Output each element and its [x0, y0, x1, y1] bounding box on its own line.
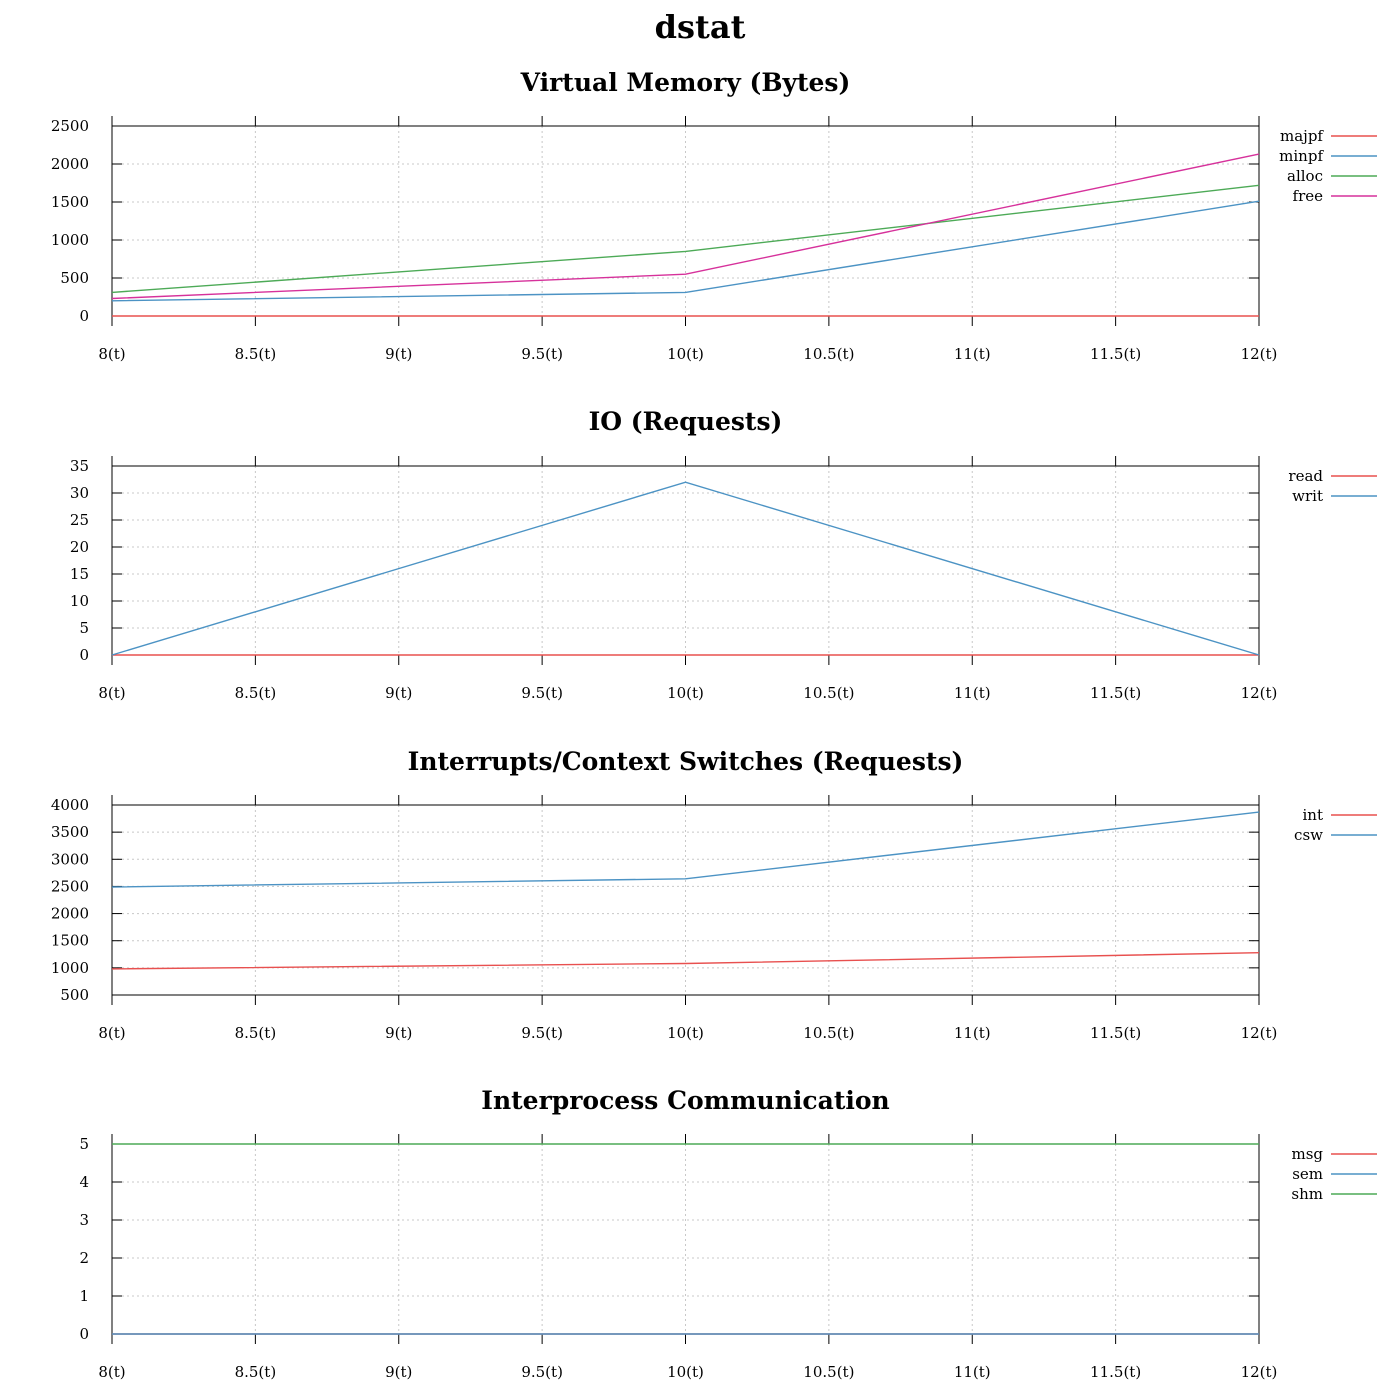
panel-title: Interrupts/Context Switches (Requests) — [408, 747, 964, 776]
series-line-csw — [111, 811, 1260, 888]
y-tick-label: 35 — [70, 457, 89, 475]
x-tick-label: 9.5(t) — [521, 684, 563, 702]
x-tick-label: 12(t) — [1241, 1363, 1278, 1381]
y-tick-label: 0 — [79, 646, 89, 664]
panel-2: IO (Requests) 8(t) 8.5(t) 9(t) 9.5(t) 10(t) 10… — [70, 407, 1377, 702]
legend-label-read: read — [1288, 467, 1323, 485]
legend-label-majpf: majpf — [1280, 127, 1324, 145]
x-tick-label: 8(t) — [98, 1024, 125, 1042]
y-tick-label: 2000 — [51, 905, 89, 923]
y-tick-label: 3500 — [51, 823, 89, 841]
y-tick-label: 3000 — [51, 850, 89, 868]
y-tick-label: 1500 — [51, 932, 89, 950]
x-tick-label: 11.5(t) — [1090, 1024, 1141, 1042]
x-tick-label: 9.5(t) — [521, 345, 563, 363]
x-tick-label: 12(t) — [1241, 345, 1278, 363]
x-tick-label: 8.5(t) — [235, 345, 277, 363]
legend-label-writ: writ — [1292, 487, 1323, 505]
x-tick-label: 11(t) — [954, 345, 991, 363]
panel-title: Virtual Memory (Bytes) — [520, 68, 851, 97]
x-tick-label: 10.5(t) — [803, 1024, 854, 1042]
x-tick-label: 10.5(t) — [803, 684, 854, 702]
legend-label-minpf: minpf — [1279, 147, 1324, 165]
x-tick-label: 10(t) — [667, 1363, 704, 1381]
x-tick-label: 8.5(t) — [235, 1363, 277, 1381]
legend-label-msg: msg — [1291, 1145, 1323, 1163]
series-line-minpf — [111, 200, 1260, 302]
x-tick-label: 10(t) — [667, 345, 704, 363]
y-tick-label: 15 — [70, 565, 89, 583]
x-tick-label: 9(t) — [385, 1024, 412, 1042]
x-tick-label: 11.5(t) — [1090, 1363, 1141, 1381]
y-tick-label: 30 — [70, 484, 89, 502]
x-tick-label: 11(t) — [954, 684, 991, 702]
x-tick-label: 11(t) — [954, 1363, 991, 1381]
legend-label-csw: csw — [1294, 826, 1323, 844]
x-tick-label: 9(t) — [385, 345, 412, 363]
y-tick-label: 5 — [79, 619, 89, 637]
panel-title: Interprocess Communication — [481, 1086, 889, 1115]
y-tick-label: 1000 — [51, 959, 89, 977]
panel-title: IO (Requests) — [589, 407, 783, 436]
x-tick-label: 9.5(t) — [521, 1363, 563, 1381]
y-tick-label: 1 — [79, 1287, 89, 1305]
x-tick-label: 10(t) — [667, 1024, 704, 1042]
y-tick-label: 20 — [70, 538, 89, 556]
series-line-free — [111, 153, 1260, 300]
x-tick-label: 12(t) — [1241, 684, 1278, 702]
x-tick-label: 11.5(t) — [1090, 684, 1141, 702]
x-tick-label: 8.5(t) — [235, 684, 277, 702]
figure-title: dstat — [655, 8, 746, 46]
x-tick-label: 8.5(t) — [235, 1024, 277, 1042]
panel-1: Virtual Memory (Bytes) 8(t) 8.5(t) 9(t) 9.5(… — [51, 68, 1377, 363]
x-tick-label: 12(t) — [1241, 1024, 1278, 1042]
legend-label-shm: shm — [1291, 1185, 1323, 1203]
x-tick-label: 8(t) — [98, 684, 125, 702]
y-tick-label: 2500 — [51, 877, 89, 895]
legend-label-alloc: alloc — [1287, 167, 1323, 185]
x-tick-label: 8(t) — [98, 345, 125, 363]
y-tick-label: 2 — [79, 1249, 89, 1267]
legend-label-sem: sem — [1292, 1165, 1323, 1183]
y-tick-label: 4000 — [51, 796, 89, 814]
x-tick-label: 11(t) — [954, 1024, 991, 1042]
y-tick-label: 500 — [60, 269, 89, 287]
series-line-alloc — [111, 184, 1260, 294]
y-tick-label: 5 — [79, 1135, 89, 1153]
y-tick-label: 0 — [79, 307, 89, 325]
y-tick-label: 25 — [70, 511, 89, 529]
y-tick-label: 500 — [60, 986, 89, 1004]
x-tick-label: 11.5(t) — [1090, 345, 1141, 363]
series-line-int — [111, 952, 1260, 970]
x-tick-label: 10(t) — [667, 684, 704, 702]
x-tick-label: 10.5(t) — [803, 1363, 854, 1381]
x-tick-label: 9.5(t) — [521, 1024, 563, 1042]
series-line-writ — [111, 481, 1260, 656]
y-tick-label: 2000 — [51, 155, 89, 173]
y-tick-label: 3 — [79, 1211, 89, 1229]
y-tick-label: 4 — [79, 1173, 89, 1191]
x-tick-label: 10.5(t) — [803, 345, 854, 363]
panel-3: Interrupts/Context Switches (Requests) 8(… — [51, 747, 1377, 1042]
y-tick-label: 1000 — [51, 231, 89, 249]
x-tick-label: 9(t) — [385, 684, 412, 702]
y-tick-label: 1500 — [51, 193, 89, 211]
legend-label-free: free — [1293, 187, 1324, 205]
y-tick-label: 10 — [70, 592, 89, 610]
y-tick-label: 2500 — [51, 117, 89, 135]
x-tick-label: 9(t) — [385, 1363, 412, 1381]
y-tick-label: 0 — [79, 1325, 89, 1343]
x-tick-label: 8(t) — [98, 1363, 125, 1381]
panel-4: Interprocess Communication 8(t) 8.5(t) 9(t)… — [79, 1086, 1377, 1381]
legend-label-int: int — [1303, 806, 1324, 824]
